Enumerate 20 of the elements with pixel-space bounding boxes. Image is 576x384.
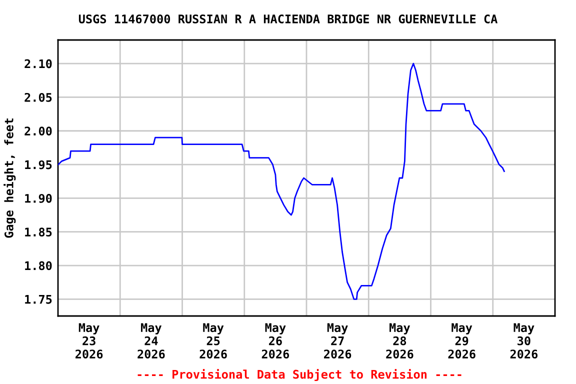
y-tick-label: 1.80 — [25, 261, 52, 270]
y-axis-title: Gage height, feet — [4, 118, 16, 238]
line-series — [58, 62, 505, 300]
y-tick-label: 1.75 — [25, 295, 52, 304]
y-tick-label: 2.10 — [24, 59, 52, 68]
y-tick-label: 1.90 — [25, 194, 52, 203]
text: ---- Provisional Data Subject to Revision ---- — [138, 368, 462, 382]
x-tick-label: May 26 2026 — [262, 323, 290, 359]
chart-title: USGS 11467000 RUSSIAN R A HACIENDA BRIDGE NR GUERNEVILLE CA — [78, 14, 498, 24]
y-tick-label: 1.85 — [25, 228, 52, 237]
x-tick-label: May 25 2026 — [200, 323, 227, 359]
x-tick-label: May 29 2026 — [448, 323, 476, 359]
x-tick-label: May 27 2026 — [324, 323, 352, 359]
x-tick-label: May 23 2026 — [76, 323, 103, 359]
x-tick-label: May 24 2026 — [138, 323, 165, 359]
x-tick-label: May 28 2026 — [386, 323, 414, 359]
x-tick-label: May 30 2026 — [510, 323, 538, 359]
y-tick-label: 2.05 — [24, 92, 52, 102]
y-tick-label: 2.00 — [24, 126, 52, 136]
y-tick-label: 1.95 — [25, 160, 52, 170]
